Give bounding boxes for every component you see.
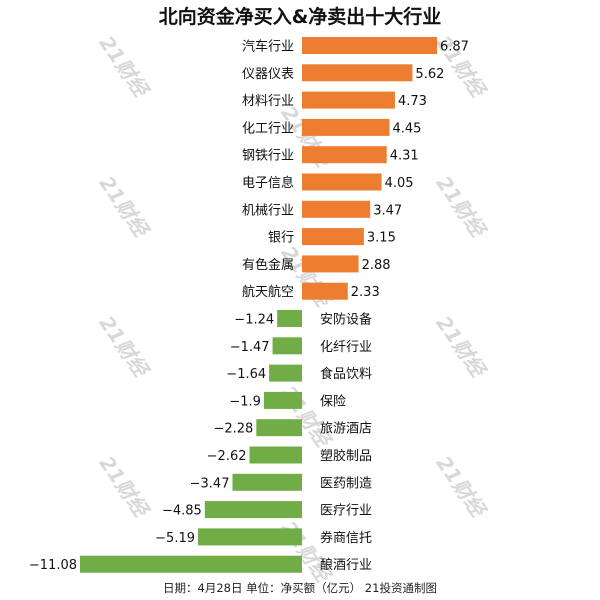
category-label-17: 医疗行业	[320, 504, 372, 519]
watermark-11: 21财经	[276, 516, 336, 588]
bar-6	[302, 200, 371, 218]
value-label-3: 4.45	[392, 121, 421, 136]
bar-10	[277, 310, 302, 327]
category-label-7: 银行	[268, 231, 294, 246]
value-label-0: 6.87	[440, 40, 469, 55]
watermark-7: 21财经	[431, 311, 491, 383]
value-label-9: 2.33	[351, 285, 380, 300]
value-label-18: −5.19	[155, 531, 195, 546]
bars-layer	[80, 37, 437, 573]
watermark-9: 21财经	[94, 451, 154, 523]
bar-16	[232, 473, 302, 491]
watermark-0: 21财经	[94, 31, 154, 103]
bar-13	[263, 391, 302, 409]
category-label-0: 汽车行业	[242, 39, 294, 55]
category-label-14: 旅游酒店	[320, 422, 372, 437]
value-label-17: −4.85	[162, 504, 202, 519]
value-label-10: −1.24	[234, 313, 274, 328]
value-label-1: 5.62	[415, 67, 444, 82]
value-label-2: 4.73	[398, 94, 427, 109]
bar-3	[302, 118, 390, 136]
category-label-13: 保险	[320, 394, 346, 409]
value-label-12: −1.64	[226, 367, 266, 382]
value-label-4: 4.31	[390, 149, 419, 164]
bar-19	[80, 555, 302, 573]
category-label-11: 化纤行业	[320, 340, 372, 355]
watermark-5: 21财经	[276, 241, 336, 313]
watermark-4: 21财经	[431, 171, 491, 243]
bar-18	[198, 528, 302, 546]
category-label-2: 材料行业	[242, 94, 294, 109]
category-label-1: 仪器仪表	[242, 67, 294, 82]
value-label-7: 3.15	[367, 231, 396, 246]
labels-layer: 6.87 汽车行业 5.62 仪器仪表 4.73 材料行业 4.45 化工行业 4.31 钢铁行业…	[29, 39, 469, 574]
watermark-10: 21财经	[431, 451, 491, 523]
category-label-16: 医药制造	[320, 476, 372, 491]
value-label-8: 2.88	[362, 258, 391, 273]
value-label-14: −2.28	[213, 422, 253, 437]
bar-5	[302, 173, 382, 191]
value-label-6: 3.47	[373, 203, 402, 218]
chart-footer: 日期：4月28日 单位：净买额（亿元） 21投资通制图	[163, 581, 437, 595]
category-label-15: 塑胶制品	[320, 448, 372, 464]
value-label-5: 4.05	[385, 176, 414, 191]
bar-1	[302, 64, 413, 82]
bar-12	[269, 364, 302, 382]
bar-14	[256, 419, 302, 437]
category-label-19: 酿酒行业	[320, 557, 372, 573]
category-label-5: 电子信息	[242, 175, 294, 191]
bar-4	[302, 146, 387, 164]
category-label-9: 航天航空	[242, 284, 294, 300]
bar-8	[302, 255, 359, 273]
bar-9	[302, 282, 348, 300]
bar-15	[249, 446, 302, 464]
category-label-12: 食品饮料	[320, 366, 372, 382]
chart-title: 北向资金净买入&净卖出十大行业	[158, 6, 442, 28]
category-label-8: 有色金属	[242, 257, 294, 273]
watermark-3: 21财经	[94, 171, 154, 243]
value-label-15: −2.62	[207, 449, 247, 464]
value-label-11: −1.47	[230, 340, 270, 355]
category-label-18: 券商信托	[320, 530, 372, 546]
value-label-16: −3.47	[190, 476, 230, 491]
watermark-6: 21财经	[94, 311, 154, 383]
category-label-4: 钢铁行业	[242, 149, 294, 164]
value-label-19: −11.08	[29, 558, 77, 573]
category-label-3: 化工行业	[242, 121, 294, 136]
category-label-6: 机械行业	[242, 203, 294, 218]
bar-2	[302, 91, 395, 109]
bar-7	[302, 228, 364, 246]
bar-17	[204, 501, 302, 519]
value-label-13: −1.9	[229, 394, 261, 409]
bar-11	[272, 337, 302, 355]
bar-0	[302, 37, 437, 54]
category-label-10: 安防设备	[320, 312, 372, 328]
